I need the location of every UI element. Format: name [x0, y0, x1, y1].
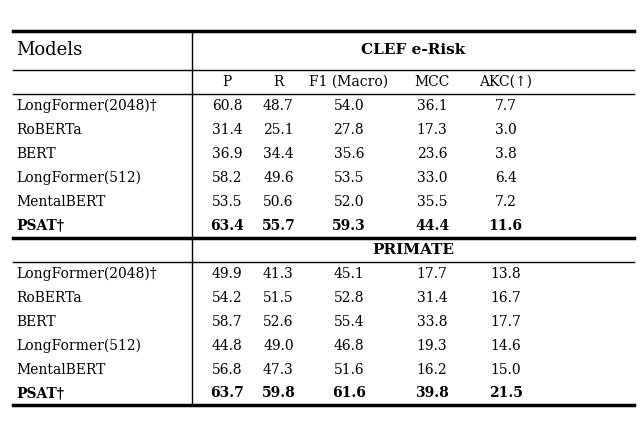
Text: 49.6: 49.6 [263, 170, 294, 185]
Text: 58.7: 58.7 [212, 314, 243, 329]
Text: LongFormer(512): LongFormer(512) [16, 338, 141, 353]
Text: MCC: MCC [414, 75, 450, 89]
Text: MentalBERT: MentalBERT [16, 194, 106, 209]
Text: 19.3: 19.3 [417, 338, 447, 353]
Text: 33.8: 33.8 [417, 314, 447, 329]
Text: P: P [223, 75, 232, 89]
Text: 54.2: 54.2 [212, 290, 243, 305]
Text: 56.8: 56.8 [212, 362, 243, 377]
Text: 39.8: 39.8 [415, 386, 449, 401]
Text: 60.8: 60.8 [212, 99, 243, 113]
Text: PSAT†: PSAT† [16, 386, 64, 401]
Text: 52.8: 52.8 [333, 290, 364, 305]
Text: AKC(↑): AKC(↑) [479, 75, 532, 89]
Text: LongFormer(2048)†: LongFormer(2048)† [16, 266, 157, 281]
Text: 61.6: 61.6 [332, 386, 365, 401]
Text: 31.4: 31.4 [212, 123, 243, 137]
Text: 11.6: 11.6 [488, 218, 523, 233]
Text: 55.7: 55.7 [262, 218, 295, 233]
Text: 49.0: 49.0 [263, 338, 294, 353]
Text: 53.5: 53.5 [212, 194, 243, 209]
Text: 52.0: 52.0 [333, 194, 364, 209]
Text: MentalBERT: MentalBERT [16, 362, 106, 377]
Text: 3.8: 3.8 [495, 146, 516, 161]
Text: 3.0: 3.0 [495, 123, 516, 137]
Text: 27.8: 27.8 [333, 123, 364, 137]
Text: 45.1: 45.1 [333, 266, 364, 281]
Text: 17.7: 17.7 [417, 266, 447, 281]
Text: CLEF e-Risk: CLEF e-Risk [361, 43, 465, 57]
Text: 51.5: 51.5 [263, 290, 294, 305]
Text: 14.6: 14.6 [490, 338, 521, 353]
Text: 36.9: 36.9 [212, 146, 243, 161]
Text: 59.8: 59.8 [262, 386, 295, 401]
Text: 13.8: 13.8 [490, 266, 521, 281]
Text: 6.4: 6.4 [495, 170, 516, 185]
Text: 33.0: 33.0 [417, 170, 447, 185]
Text: LongFormer(2048)†: LongFormer(2048)† [16, 99, 157, 113]
Text: RoBERTa: RoBERTa [16, 123, 82, 137]
Text: RoBERTa: RoBERTa [16, 290, 82, 305]
Text: 48.7: 48.7 [263, 99, 294, 113]
Text: 34.4: 34.4 [263, 146, 294, 161]
Text: 44.4: 44.4 [415, 218, 449, 233]
Text: BERT: BERT [16, 146, 56, 161]
Text: 17.3: 17.3 [417, 123, 447, 137]
Text: 55.4: 55.4 [333, 314, 364, 329]
Text: 53.5: 53.5 [333, 170, 364, 185]
Text: F1 (Macro): F1 (Macro) [309, 75, 388, 89]
Text: 52.6: 52.6 [263, 314, 294, 329]
Text: 63.4: 63.4 [211, 218, 244, 233]
Text: 59.3: 59.3 [332, 218, 365, 233]
Text: 31.4: 31.4 [417, 290, 447, 305]
Text: 16.7: 16.7 [490, 290, 521, 305]
Text: 50.6: 50.6 [263, 194, 294, 209]
Text: BERT: BERT [16, 314, 56, 329]
Text: 36.1: 36.1 [417, 99, 447, 113]
Text: 49.9: 49.9 [212, 266, 243, 281]
Text: 58.2: 58.2 [212, 170, 243, 185]
Text: 35.5: 35.5 [417, 194, 447, 209]
Text: 21.5: 21.5 [489, 386, 522, 401]
Text: 35.6: 35.6 [333, 146, 364, 161]
Text: LongFormer(512): LongFormer(512) [16, 170, 141, 185]
Text: R: R [273, 75, 284, 89]
Text: 7.7: 7.7 [495, 99, 516, 113]
Text: 47.3: 47.3 [263, 362, 294, 377]
Text: PSAT†: PSAT† [16, 218, 64, 233]
Text: 25.1: 25.1 [263, 123, 294, 137]
Text: 63.7: 63.7 [211, 386, 244, 401]
Text: 23.6: 23.6 [417, 146, 447, 161]
Text: 51.6: 51.6 [333, 362, 364, 377]
Text: 16.2: 16.2 [417, 362, 447, 377]
Text: 7.2: 7.2 [495, 194, 516, 209]
Text: 41.3: 41.3 [263, 266, 294, 281]
Text: 15.0: 15.0 [490, 362, 521, 377]
Text: 46.8: 46.8 [333, 338, 364, 353]
Text: PRIMATE: PRIMATE [372, 242, 454, 257]
Text: 17.7: 17.7 [490, 314, 521, 329]
Text: Models: Models [16, 41, 83, 59]
Text: 54.0: 54.0 [333, 99, 364, 113]
Text: 44.8: 44.8 [212, 338, 243, 353]
